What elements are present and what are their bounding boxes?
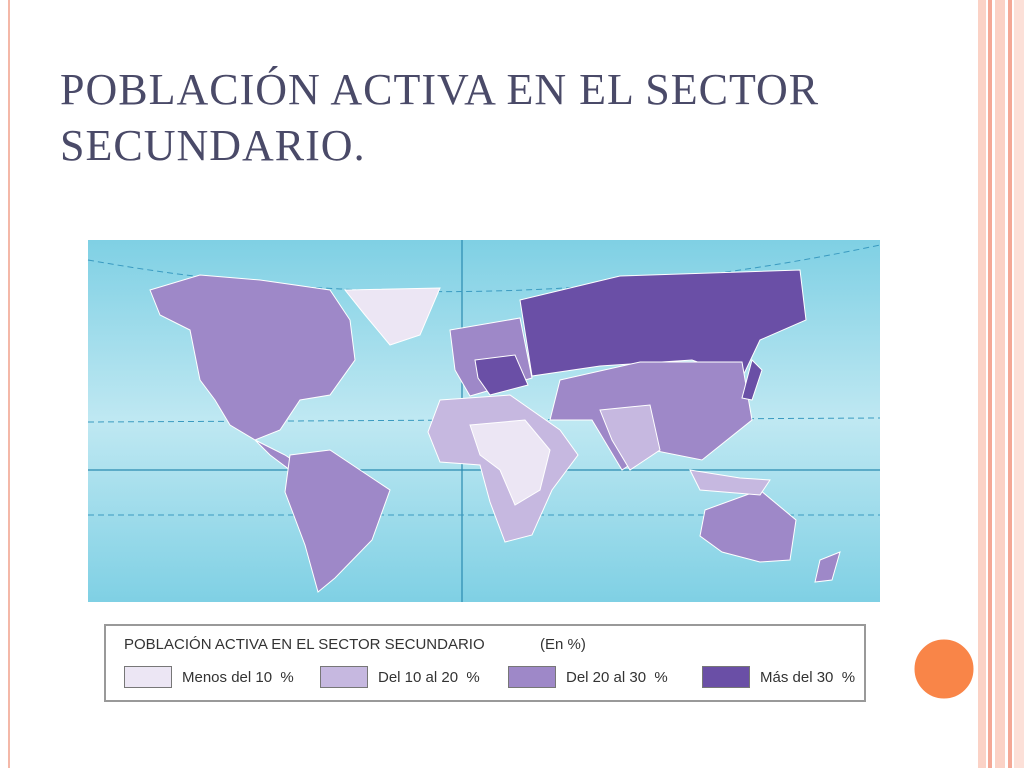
legend-swatch — [124, 666, 172, 688]
legend-swatch — [320, 666, 368, 688]
legend-swatch — [508, 666, 556, 688]
slide-title: POBLACIÓN ACTIVA EN EL SECTOR SECUNDARIO… — [60, 65, 820, 170]
legend-title: POBLACIÓN ACTIVA EN EL SECTOR SECUNDARIO — [124, 636, 485, 653]
legend-label: Menos del 10 % — [182, 668, 294, 686]
legend-label: Del 20 al 30 % — [566, 668, 668, 686]
legend-unit: (En %) — [540, 636, 586, 653]
legend: POBLACIÓN ACTIVA EN EL SECTOR SECUNDARIO… — [104, 624, 866, 702]
legend-item: Del 10 al 20 % — [320, 666, 480, 688]
legend-label: Más del 30 % — [760, 668, 856, 686]
legend-item: Del 20 al 30 % — [508, 666, 668, 688]
legend-label: Del 10 al 20 % — [378, 668, 480, 686]
legend-item: Más del 30 % — [702, 666, 855, 688]
legend-swatch — [702, 666, 750, 688]
world-map — [87, 240, 881, 602]
legend-item: Menos del 10 % — [124, 666, 294, 688]
